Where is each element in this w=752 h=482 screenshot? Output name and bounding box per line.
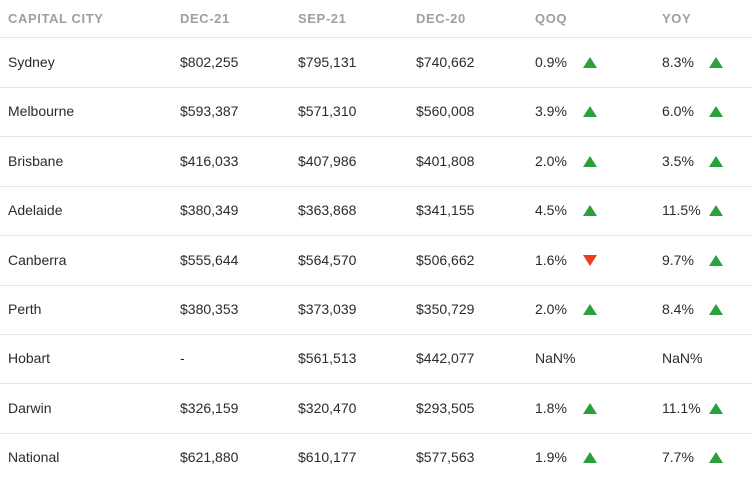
table-row: Melbourne $593,387 $571,310 $560,008 3.9% 6.0… [0,87,752,138]
city-name: National [8,449,60,466]
city-name: Canberra [8,251,67,268]
value-sep-21: $320,470 [298,399,357,416]
qoq-arrow-down-icon [583,254,597,266]
value-sep-21: $564,570 [298,251,357,268]
qoq-arrow-up-icon [583,57,597,68]
yoy-arrow-up-icon [709,106,723,118]
qoq-change: 0.9% [535,54,567,70]
qoq-change: 4.5% [535,202,567,219]
value-dec-20: $577,563 [416,449,475,466]
yoy-arrow-up-icon [709,205,723,217]
value-sep-21: $795,131 [298,54,357,70]
yoy-arrow-up-icon [709,402,723,414]
qoq-arrow-up-icon [583,402,597,414]
value-dec-21: $416,033 [180,152,239,169]
city-name: Sydney [8,54,55,70]
header-capital-city[interactable]: CAPITAL CITY [8,11,104,26]
table-row: Brisbane $416,033 $407,986 $401,808 2.0% 3.5% [0,137,752,187]
yoy-change: 8.4% [662,301,694,317]
value-dec-21: $380,349 [180,202,239,219]
header-dec-20[interactable]: DEC-20 [416,11,466,26]
yoy-arrow-up-icon [709,57,723,68]
city-name: Melbourne [8,103,75,120]
value-dec-20: $560,008 [416,103,475,120]
city-name: Hobart [8,350,51,367]
value-dec-20: $350,729 [416,301,475,317]
city-name: Perth [8,301,42,317]
yoy-change: 3.5% [662,152,694,169]
qoq-change: NaN% [535,350,576,367]
table-row: Adelaide $380,349 $363,868 $341,155 4.5% 11.5… [0,186,752,237]
value-dec-21: $621,880 [180,449,239,466]
value-dec-21: $555,644 [180,251,239,268]
table-header: CAPITAL CITY DEC-21 SEP-21 DEC-20 QOQ YO… [0,0,752,38]
value-sep-21: $571,310 [298,103,357,120]
value-dec-21: - [180,350,185,367]
city-name: Brisbane [8,152,64,169]
qoq-change: 1.8% [535,399,567,416]
qoq-arrow-up-icon [583,106,597,118]
qoq-change: 2.0% [535,152,567,169]
value-sep-21: $373,039 [298,301,357,317]
value-dec-20: $401,808 [416,152,475,169]
table-row: Canberra $555,644 $564,570 $506,662 1.6% 9.7% [0,236,752,286]
qoq-arrow-up-icon [583,155,597,167]
value-sep-21: $561,513 [298,350,357,367]
value-dec-21: $326,159 [180,399,239,416]
value-dec-20: $293,505 [416,399,475,416]
yoy-change: 11.5% [662,202,701,219]
city-name: Adelaide [8,202,63,219]
header-dec-21[interactable]: DEC-21 [180,11,230,26]
value-sep-21: $610,177 [298,449,357,466]
table-row: Hobart - $561,513 $442,077 NaN% NaN% [0,334,752,385]
yoy-change: NaN% [662,350,703,367]
yoy-change: 9.7% [662,251,694,268]
value-dec-20: $740,662 [416,54,475,70]
value-dec-20: $506,662 [416,251,475,268]
yoy-arrow-up-icon [709,254,723,266]
city-name: Darwin [8,399,52,416]
yoy-arrow-up-icon [709,155,723,167]
qoq-change: 3.9% [535,103,567,120]
table-row: Perth $380,353 $373,039 $350,729 2.0% 8.4% [0,285,752,335]
yoy-arrow-up-icon [709,452,723,464]
value-dec-21: $802,255 [180,54,239,70]
table-row: Sydney $802,255 $795,131 $740,662 0.9% 8.3% [0,38,752,88]
qoq-arrow-up-icon [583,304,597,315]
value-sep-21: $407,986 [298,152,357,169]
qoq-change: 1.6% [535,251,567,268]
qoq-change: 1.9% [535,449,567,466]
value-dec-21: $593,387 [180,103,239,120]
header-yoy[interactable]: YOY [662,11,692,26]
value-dec-20: $341,155 [416,202,475,219]
yoy-change: 6.0% [662,103,694,120]
value-sep-21: $363,868 [298,202,357,219]
yoy-change: 8.3% [662,54,694,70]
yoy-arrow-up-icon [709,304,723,315]
value-dec-21: $380,353 [180,301,239,317]
qoq-arrow-up-icon [583,205,597,217]
yoy-change: 7.7% [662,449,694,466]
qoq-arrow-up-icon [583,452,597,464]
header-sep-21[interactable]: SEP-21 [298,11,347,26]
header-qoq[interactable]: QOQ [535,11,568,26]
table-row: Darwin $326,159 $320,470 $293,505 1.8% 11.1% [0,384,752,434]
table-row: National $621,880 $610,177 $577,563 1.9% 7.7% [0,433,752,482]
value-dec-20: $442,077 [416,350,475,367]
qoq-change: 2.0% [535,301,567,317]
yoy-change: 11.1% [662,399,701,416]
